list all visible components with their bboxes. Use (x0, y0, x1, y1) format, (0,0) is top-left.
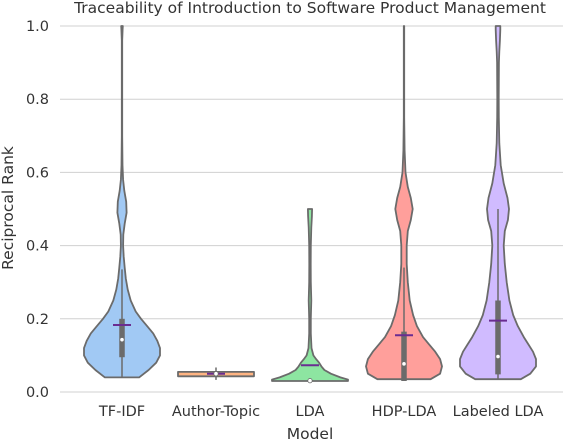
median-dot (402, 362, 406, 366)
violins (84, 26, 536, 383)
median-dot (120, 337, 124, 341)
median-dot (214, 372, 218, 376)
x-tick-labels: TF-IDF Author-Topic LDA HDP-LDA Labeled LDA (98, 404, 544, 420)
y-tick-label: 0.6 (26, 165, 49, 181)
y-tick-label: 1.0 (26, 19, 49, 35)
median-dot (496, 354, 500, 358)
y-tick-label: 0.8 (26, 92, 49, 108)
violin-tf-idf (84, 26, 160, 377)
y-tick-label: 0.0 (26, 385, 49, 401)
y-tick-labels: 0.0 0.2 0.4 0.6 0.8 1.0 (26, 19, 49, 401)
x-tick-label: LDA (296, 404, 325, 420)
violin-hdp-lda (366, 26, 442, 381)
x-tick-label: Labeled LDA (453, 404, 544, 420)
x-tick-label: TF-IDF (98, 404, 145, 420)
violin-body (272, 209, 348, 381)
x-tick-label: Author-Topic (172, 404, 260, 420)
y-tick-label: 0.2 (26, 312, 49, 328)
y-tick-label: 0.4 (26, 239, 49, 255)
x-tick-label: HDP-LDA (372, 404, 437, 420)
median-dot (308, 378, 312, 382)
y-axis-label: Reciprocal Rank (0, 146, 17, 270)
violin-author-topic (178, 367, 254, 379)
chart-title: Traceability of Introduction to Software… (73, 0, 546, 17)
violin-lda (272, 209, 348, 383)
x-axis-label: Model (287, 425, 334, 440)
violin-labeled-lda (460, 26, 536, 379)
